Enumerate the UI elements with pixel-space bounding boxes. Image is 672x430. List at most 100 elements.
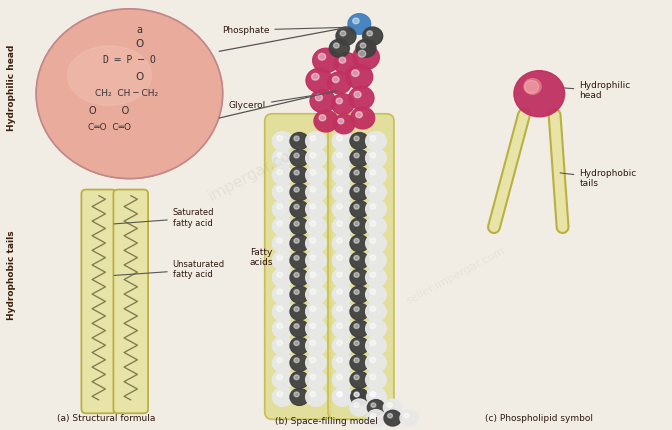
Circle shape: [366, 319, 386, 338]
Circle shape: [333, 388, 352, 405]
Circle shape: [277, 153, 282, 158]
Circle shape: [370, 204, 376, 209]
Circle shape: [368, 399, 384, 415]
Text: O: O: [135, 39, 144, 49]
Circle shape: [310, 272, 316, 277]
Circle shape: [366, 149, 386, 167]
Circle shape: [354, 255, 359, 260]
Circle shape: [350, 218, 369, 235]
Circle shape: [366, 234, 386, 253]
Circle shape: [354, 153, 359, 158]
Circle shape: [333, 302, 353, 321]
Circle shape: [350, 201, 369, 218]
Circle shape: [351, 107, 375, 129]
Circle shape: [346, 64, 373, 89]
Circle shape: [337, 272, 343, 277]
Circle shape: [272, 132, 293, 150]
Circle shape: [333, 183, 353, 202]
Circle shape: [337, 391, 343, 397]
Circle shape: [366, 217, 386, 236]
Circle shape: [354, 187, 359, 192]
Circle shape: [272, 353, 293, 372]
Circle shape: [337, 187, 343, 192]
Circle shape: [370, 306, 376, 311]
Circle shape: [336, 98, 343, 104]
Text: Hydrophilic head: Hydrophilic head: [7, 44, 16, 131]
Circle shape: [388, 414, 392, 418]
Circle shape: [272, 166, 293, 184]
Circle shape: [350, 167, 369, 184]
Circle shape: [370, 392, 376, 397]
Circle shape: [277, 204, 282, 209]
Circle shape: [310, 289, 316, 295]
Circle shape: [366, 336, 386, 355]
Circle shape: [294, 239, 299, 243]
Circle shape: [333, 387, 353, 406]
Circle shape: [333, 200, 353, 219]
Circle shape: [327, 72, 351, 94]
Circle shape: [370, 272, 376, 277]
Circle shape: [333, 251, 353, 270]
Circle shape: [350, 252, 369, 269]
Circle shape: [277, 323, 282, 329]
Circle shape: [306, 336, 327, 355]
Circle shape: [290, 320, 308, 337]
Circle shape: [310, 135, 316, 141]
Circle shape: [333, 217, 353, 236]
Circle shape: [277, 391, 282, 397]
Circle shape: [290, 303, 308, 320]
Circle shape: [294, 204, 299, 209]
Circle shape: [306, 268, 327, 287]
Text: O        O: O O: [89, 106, 130, 116]
Circle shape: [370, 153, 376, 158]
Circle shape: [290, 388, 308, 405]
Circle shape: [272, 285, 293, 304]
FancyBboxPatch shape: [265, 114, 331, 419]
Circle shape: [294, 187, 299, 192]
Circle shape: [355, 112, 362, 118]
Circle shape: [294, 255, 299, 260]
Circle shape: [366, 268, 386, 287]
Circle shape: [366, 166, 386, 184]
Circle shape: [272, 387, 293, 406]
Circle shape: [277, 272, 282, 277]
Circle shape: [400, 410, 419, 427]
Circle shape: [294, 136, 299, 141]
Circle shape: [337, 392, 343, 397]
Circle shape: [333, 285, 353, 304]
Circle shape: [354, 239, 359, 243]
Circle shape: [354, 170, 359, 175]
Circle shape: [339, 57, 346, 63]
Circle shape: [354, 273, 359, 277]
Circle shape: [350, 286, 369, 303]
Circle shape: [350, 303, 369, 320]
Circle shape: [333, 166, 353, 184]
Circle shape: [310, 187, 316, 192]
Text: Hydrophilic
head: Hydrophilic head: [562, 81, 630, 100]
FancyBboxPatch shape: [328, 114, 394, 419]
Circle shape: [384, 410, 401, 426]
Circle shape: [353, 18, 359, 24]
Text: Saturated
fatty acid: Saturated fatty acid: [114, 208, 214, 228]
Circle shape: [272, 183, 293, 202]
Circle shape: [525, 80, 539, 93]
Circle shape: [277, 187, 282, 192]
Circle shape: [306, 68, 333, 92]
Circle shape: [290, 372, 308, 388]
Text: O: O: [135, 72, 144, 82]
Circle shape: [310, 170, 316, 175]
Circle shape: [333, 319, 353, 338]
Circle shape: [277, 170, 282, 175]
Circle shape: [356, 39, 376, 57]
Ellipse shape: [67, 46, 151, 105]
FancyBboxPatch shape: [81, 190, 116, 413]
Circle shape: [306, 371, 327, 389]
Text: C═O  C═O: C═O C═O: [88, 123, 131, 132]
Circle shape: [350, 320, 369, 337]
Circle shape: [337, 238, 343, 243]
Circle shape: [351, 70, 359, 77]
Circle shape: [333, 268, 353, 287]
Circle shape: [290, 269, 308, 286]
Circle shape: [354, 307, 359, 311]
Circle shape: [350, 388, 369, 405]
